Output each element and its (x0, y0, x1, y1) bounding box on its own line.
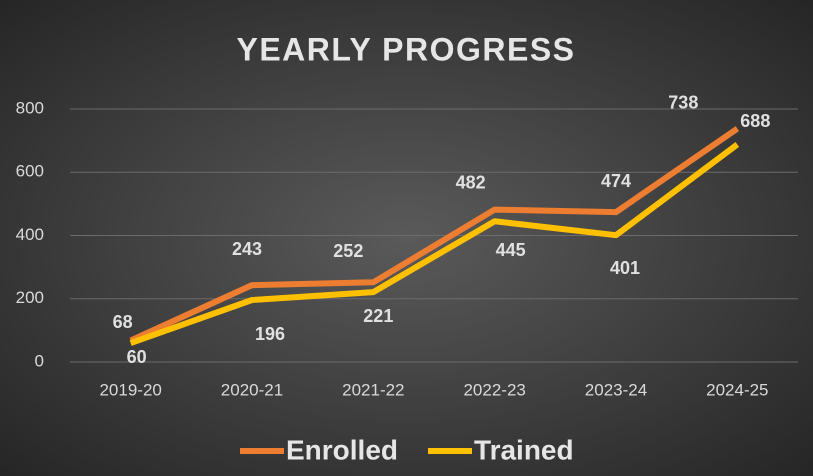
data-label: 221 (363, 306, 393, 326)
x-tick-label: 2024-25 (706, 380, 768, 399)
data-label: 688 (740, 111, 770, 131)
series-line (129, 142, 740, 346)
legend-label: Trained (474, 434, 574, 465)
x-tick-label: 2019-20 (99, 380, 161, 399)
data-label: 474 (601, 171, 631, 191)
y-tick-label: 0 (35, 351, 44, 370)
x-tick-label: 2023-24 (585, 380, 647, 399)
x-tick-label: 2022-23 (463, 380, 525, 399)
data-label: 738 (668, 92, 698, 112)
data-label: 482 (456, 172, 486, 192)
data-label: 401 (610, 258, 640, 278)
y-tick-label: 200 (16, 288, 44, 307)
chart-title: YEARLY PROGRESS (236, 31, 575, 67)
x-tick-label: 2020-21 (221, 380, 283, 399)
data-label: 60 (127, 347, 147, 367)
data-label: 243 (232, 239, 262, 259)
y-tick-label: 400 (16, 225, 44, 244)
data-label: 196 (255, 324, 285, 344)
y-tick-label: 600 (16, 162, 44, 181)
data-label: 445 (496, 240, 526, 260)
data-label: 252 (333, 241, 363, 261)
x-tick-label: 2021-22 (342, 380, 404, 399)
legend-label: Enrolled (286, 434, 398, 465)
data-label: 68 (113, 312, 133, 332)
y-tick-label: 800 (16, 98, 44, 117)
series-line (129, 126, 740, 344)
